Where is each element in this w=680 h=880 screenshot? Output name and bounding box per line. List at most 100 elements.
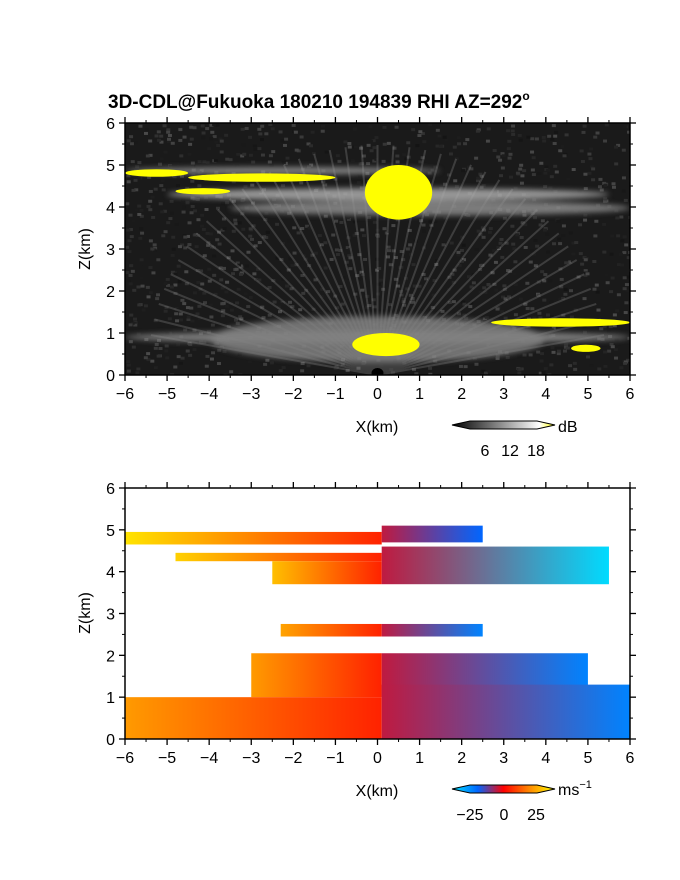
speckle <box>233 222 238 226</box>
speckle <box>180 298 185 302</box>
speckle <box>534 137 539 141</box>
speckle <box>520 174 525 178</box>
speckle <box>354 174 359 178</box>
speckle <box>464 316 469 320</box>
radar-site <box>371 368 384 375</box>
speckle <box>457 263 462 267</box>
speckle <box>462 258 467 262</box>
speckle <box>479 174 484 178</box>
speckle <box>220 286 225 290</box>
speckle <box>125 202 130 206</box>
speckle <box>617 167 622 171</box>
speckle <box>360 272 365 276</box>
speckle <box>166 128 171 132</box>
speckle <box>155 297 160 301</box>
speckle <box>511 124 516 128</box>
speckle <box>583 269 588 273</box>
speckle <box>502 284 507 288</box>
speckle <box>599 327 604 331</box>
speckle <box>137 161 142 165</box>
speckle <box>585 272 590 276</box>
colorbar-reflectivity: dB 6 12 18 <box>451 419 578 460</box>
speckle <box>217 242 222 246</box>
speckle <box>290 305 295 309</box>
speckle <box>430 305 435 309</box>
speckle <box>603 184 608 188</box>
y-tick-label: 2 <box>106 648 115 665</box>
speckle <box>248 153 253 157</box>
speckle <box>622 276 627 280</box>
y-tick-label: 6 <box>106 481 115 498</box>
speckle <box>133 178 138 182</box>
speckle <box>401 258 406 262</box>
speckle <box>481 235 486 239</box>
speckle <box>396 277 401 281</box>
speckle <box>176 264 181 268</box>
speckle <box>461 300 466 304</box>
speckle <box>161 188 166 192</box>
speckle <box>616 143 621 147</box>
speckle <box>580 159 585 163</box>
speckle <box>591 167 596 171</box>
x-tick-label: −1 <box>326 386 344 403</box>
speckle <box>159 228 164 232</box>
speckle <box>163 230 168 234</box>
speckle <box>414 372 419 375</box>
speckle <box>475 129 480 133</box>
speckle <box>200 213 205 217</box>
speckle <box>573 367 578 371</box>
speckle <box>368 139 373 143</box>
speckle <box>568 231 573 235</box>
speckle <box>293 130 298 134</box>
speckle <box>500 255 505 259</box>
speckle <box>299 181 304 185</box>
speckle <box>545 313 550 317</box>
speckle <box>310 253 315 257</box>
y-tick-label: 1 <box>106 690 115 707</box>
speckle <box>453 179 458 183</box>
speckle <box>159 134 164 138</box>
speckle <box>507 156 512 160</box>
speckle <box>619 215 624 219</box>
speckle <box>628 250 630 254</box>
speckle <box>478 232 483 236</box>
speckle <box>562 349 567 353</box>
speckle <box>528 260 533 264</box>
speckle <box>420 132 425 136</box>
speckle <box>128 213 133 217</box>
colorbar-tick-label: 25 <box>527 807 545 824</box>
x-tick-label: −5 <box>158 750 176 767</box>
speckle <box>281 278 286 282</box>
speckle <box>621 176 626 180</box>
speckle <box>386 245 391 249</box>
speckle <box>382 125 387 129</box>
speckle <box>277 270 282 274</box>
speckle <box>164 349 169 353</box>
speckle <box>267 160 272 164</box>
speckle <box>454 157 459 161</box>
speckle <box>173 291 178 295</box>
speckle <box>485 139 490 143</box>
speckle <box>563 287 568 291</box>
speckle <box>309 163 314 167</box>
speckle <box>450 231 455 235</box>
speckle <box>552 142 557 146</box>
speckle <box>159 157 164 161</box>
speckle <box>226 324 231 328</box>
speckle <box>561 234 566 238</box>
speckle <box>402 153 407 157</box>
speckle <box>272 300 277 304</box>
speckle <box>406 141 411 145</box>
speckle <box>126 279 131 283</box>
speckle <box>190 161 195 165</box>
speckle <box>388 263 393 267</box>
speckle <box>511 242 516 246</box>
speckle <box>543 367 548 371</box>
speckle <box>442 135 447 139</box>
speckle <box>402 361 407 365</box>
speckle <box>608 325 613 329</box>
speckle <box>484 315 489 319</box>
speckle <box>483 371 488 375</box>
speckle <box>210 130 215 134</box>
xlabel-velocity: X(km) <box>356 783 399 800</box>
